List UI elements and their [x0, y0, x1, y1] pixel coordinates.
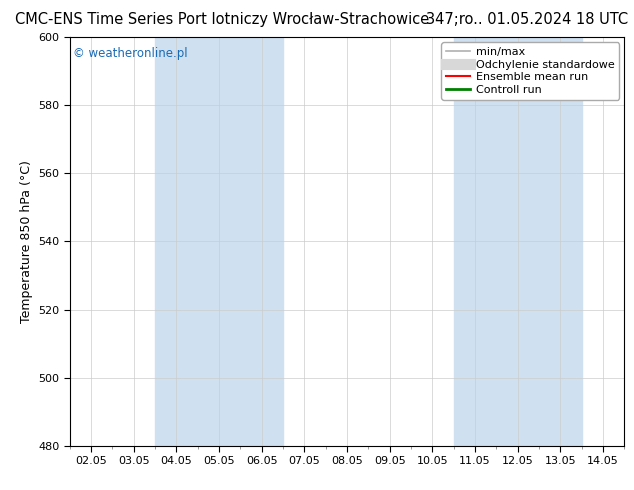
Legend: min/max, Odchylenie standardowe, Ensemble mean run, Controll run: min/max, Odchylenie standardowe, Ensembl…	[441, 42, 619, 99]
Text: 347;ro.. 01.05.2024 18 UTC: 347;ro.. 01.05.2024 18 UTC	[425, 12, 628, 27]
Text: CMC-ENS Time Series Port lotniczy Wrocław-Strachowice: CMC-ENS Time Series Port lotniczy Wrocła…	[15, 12, 429, 27]
Bar	[454, 37, 582, 446]
Bar	[155, 37, 283, 446]
Y-axis label: Temperature 850 hPa (°C): Temperature 850 hPa (°C)	[20, 160, 32, 323]
Text: © weatheronline.pl: © weatheronline.pl	[72, 47, 187, 60]
